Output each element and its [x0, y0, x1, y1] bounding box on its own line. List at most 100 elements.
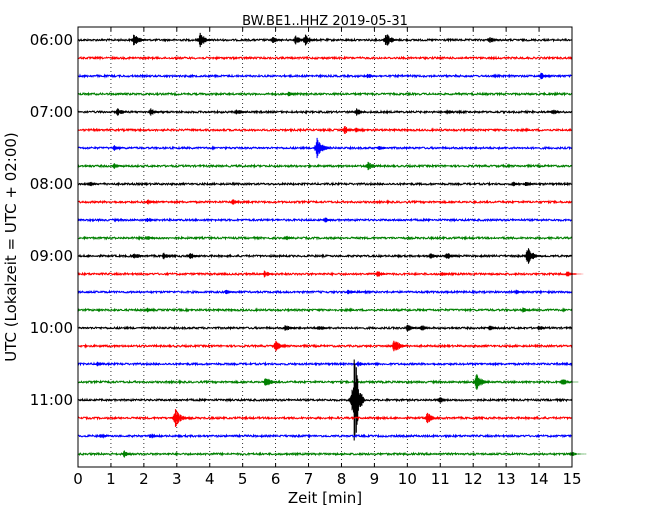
y-tick-label: 06:00: [30, 31, 73, 49]
seismic-event: [311, 326, 335, 330]
seismic-event: [510, 289, 533, 295]
x-tick-label: 4: [205, 470, 215, 488]
trace-row: [77, 409, 573, 427]
trace-row: [77, 359, 573, 441]
x-tick-label: 1: [106, 470, 116, 488]
seismic-event: [91, 361, 115, 367]
seismic-event: [361, 73, 385, 79]
axis-ticks: 0 1 2 3 4 5 6 7 8 9 10 11 12 13 14 1506:0007:0008:0009:…: [30, 27, 582, 488]
trace-row: [77, 161, 573, 171]
seismic-event: [257, 270, 281, 278]
x-tick-label: 13: [497, 470, 516, 488]
trace-line: [77, 91, 573, 97]
trace-row: [77, 32, 573, 48]
trace-line: [77, 307, 573, 313]
trace-row: [77, 340, 573, 352]
trace-line: [77, 379, 573, 385]
seismic-event: [142, 218, 164, 222]
seismic-event: [361, 161, 385, 171]
trace-line: [77, 271, 573, 277]
seismic-event: [350, 127, 373, 133]
seismic-event: [127, 253, 151, 259]
seismic-event: [220, 289, 243, 295]
y-tick-label: 07:00: [30, 103, 73, 121]
trace-line: [77, 127, 573, 133]
trace-line: [77, 397, 573, 403]
x-tick-label: 3: [172, 470, 182, 488]
seismic-event: [266, 37, 289, 43]
trace-line: [77, 361, 573, 367]
trace-row: [77, 433, 573, 439]
x-tick-label: 9: [370, 470, 380, 488]
seismic-event: [546, 109, 569, 115]
trace-row: [77, 307, 573, 313]
trace-line: [77, 163, 573, 169]
seismic-event: [108, 145, 131, 151]
seismic-event: [534, 72, 557, 80]
trace-row: [77, 289, 573, 295]
seismic-event: [564, 452, 587, 456]
x-tick-label: 14: [530, 470, 549, 488]
y-tick-label: 09:00: [30, 247, 73, 265]
trace-row: [77, 374, 579, 390]
seismic-event: [144, 108, 167, 116]
seismic-event: [269, 340, 292, 352]
seismic-event: [109, 163, 131, 169]
seismic-event: [436, 272, 459, 276]
seismic-event: [193, 32, 217, 48]
trace-row: [77, 91, 573, 97]
trace-row: [77, 126, 573, 134]
seismogram-traces: [77, 32, 587, 458]
x-axis-label: Zeit [min]: [288, 489, 362, 507]
plot-frame: [77, 26, 573, 468]
seismic-event: [127, 34, 151, 46]
trace-row: [77, 235, 573, 241]
seismic-event: [440, 253, 464, 259]
seismic-event: [280, 235, 302, 241]
seismic-event: [555, 379, 579, 385]
trace-line: [77, 451, 573, 457]
seismic-event: [371, 271, 394, 277]
chart-title: BW.BE1..HHZ 2019-05-31: [242, 14, 408, 29]
x-tick-label: 15: [562, 470, 581, 488]
trace-row: [77, 270, 584, 278]
trace-row: [77, 217, 573, 223]
seismic-event: [483, 37, 506, 43]
x-tick-label: 5: [238, 470, 248, 488]
seismic-event: [348, 359, 365, 441]
trace-row: [77, 181, 573, 187]
x-tick-label: 6: [271, 470, 281, 488]
trace-row: [77, 199, 573, 205]
x-tick-label: 0: [73, 470, 83, 488]
seismic-event: [516, 307, 539, 313]
seismic-event: [342, 289, 365, 295]
trace-row: [77, 450, 587, 458]
trace-line: [77, 199, 573, 205]
trace-row: [77, 108, 573, 116]
x-tick-label: 7: [304, 470, 314, 488]
trace-row: [77, 137, 573, 159]
seismic-event: [413, 325, 437, 331]
seismic-event: [310, 137, 334, 159]
trace-line: [77, 343, 573, 349]
seismic-event: [141, 236, 164, 240]
seismic-event: [420, 412, 444, 424]
seismic-event: [143, 433, 167, 439]
trace-line: [77, 73, 573, 79]
x-tick-label: 12: [464, 470, 483, 488]
trace-row: [77, 72, 573, 80]
trace-row: [77, 361, 573, 367]
y-tick-label: 08:00: [30, 175, 73, 193]
seismic-event: [349, 108, 373, 116]
trace-line: [77, 415, 573, 421]
seismic-event: [118, 450, 141, 458]
seismic-event: [561, 271, 584, 277]
seismic-event: [441, 109, 464, 115]
seismic-event: [298, 34, 322, 46]
seismic-event: [95, 434, 118, 438]
x-tick-label: 2: [139, 470, 149, 488]
seismic-event: [374, 146, 396, 150]
trace-row: [77, 324, 573, 332]
seismic-event: [259, 378, 282, 386]
trace-row: [77, 248, 573, 264]
